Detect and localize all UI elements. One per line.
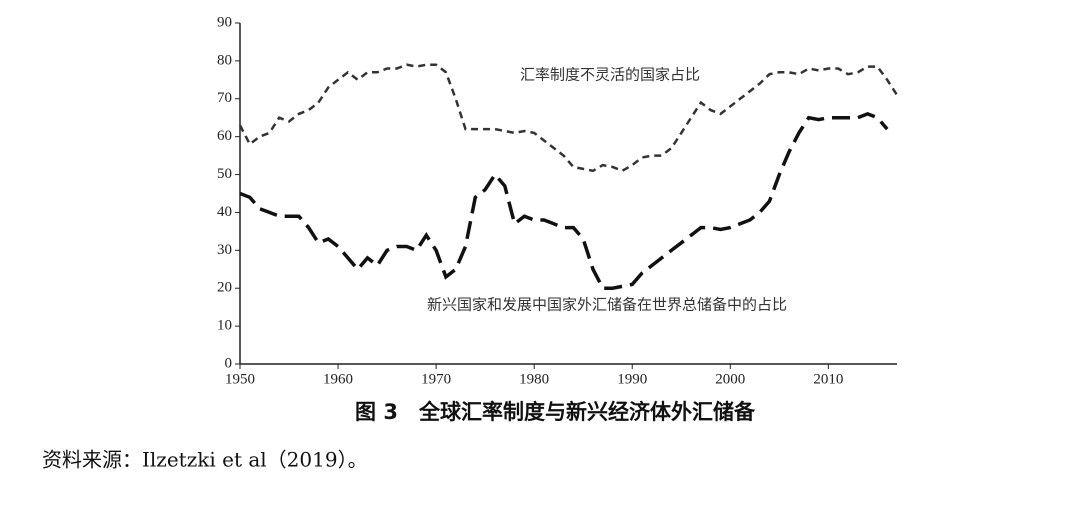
y-tick-label: 50 bbox=[217, 166, 232, 182]
caption: 图 3 全球汇率制度与新兴经济体外汇储备 bbox=[355, 400, 756, 424]
x-tick-label: 1950 bbox=[225, 371, 255, 387]
x-tick-label: 2010 bbox=[813, 371, 843, 387]
y-tick-label: 30 bbox=[217, 242, 232, 258]
series-label: 汇率制度不灵活的国家占比 bbox=[520, 66, 700, 84]
x-tick-label: 1980 bbox=[519, 371, 549, 387]
y-tick-label: 10 bbox=[217, 318, 232, 334]
source: 资料来源：Ilzetzki et al（2019）。 bbox=[42, 448, 368, 472]
x-tick-label: 1960 bbox=[323, 371, 353, 387]
y-tick-label: 80 bbox=[217, 52, 232, 68]
y-tick-label: 90 bbox=[217, 14, 232, 30]
y-tick-label: 20 bbox=[217, 280, 232, 296]
y-tick-label: 70 bbox=[217, 90, 232, 106]
series-line bbox=[238, 63, 899, 173]
x-tick-label: 1970 bbox=[421, 371, 451, 387]
x-tick-label: 2000 bbox=[715, 371, 745, 387]
y-tick-label: 0 bbox=[225, 355, 233, 371]
series-label: 新兴国家和发展中国家外汇储备在世界总储备中的占比 bbox=[427, 296, 787, 314]
x-tick-label: 1990 bbox=[617, 371, 647, 387]
y-tick-label: 60 bbox=[217, 128, 232, 144]
y-tick-label: 40 bbox=[217, 204, 232, 220]
series-line bbox=[239, 112, 889, 290]
